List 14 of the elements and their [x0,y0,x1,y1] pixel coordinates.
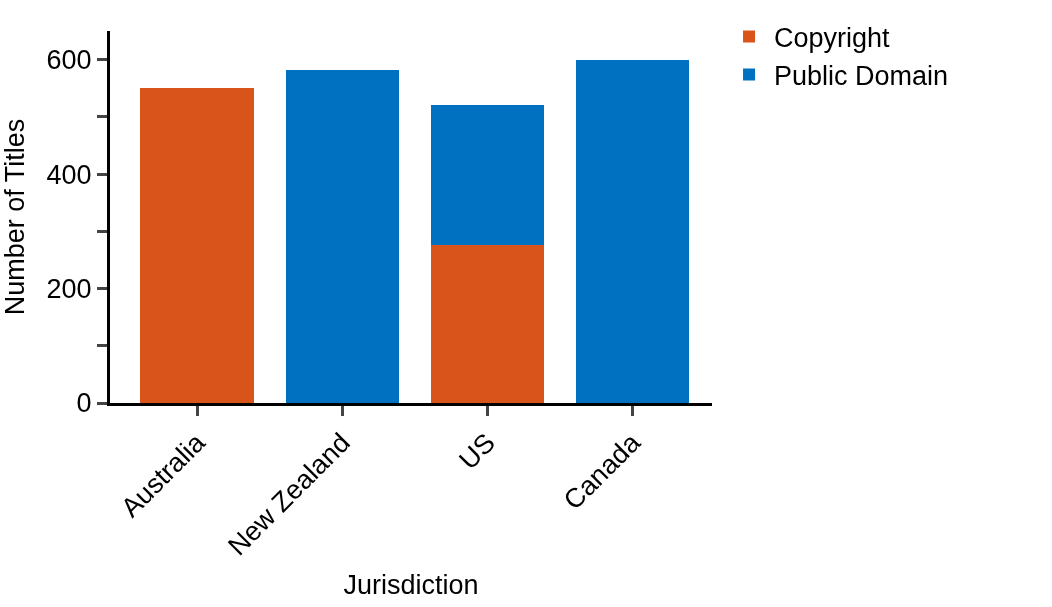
y-axis-title: Number of Titles [0,118,30,316]
x-axis-title: Jurisdiction [343,569,479,600]
bar [575,59,689,403]
y-tick-label: 0 [76,388,92,419]
x-tick-label: US [453,427,501,476]
bar [285,69,399,403]
legend-label: Public Domain [774,61,949,92]
bar [140,88,254,403]
bar [430,104,544,246]
legend-label: Copyright [774,22,891,53]
y-tick-label: 200 [46,273,92,304]
y-tick-label: 600 [46,45,92,76]
y-tick-label: 400 [46,159,92,190]
bar [430,245,544,403]
